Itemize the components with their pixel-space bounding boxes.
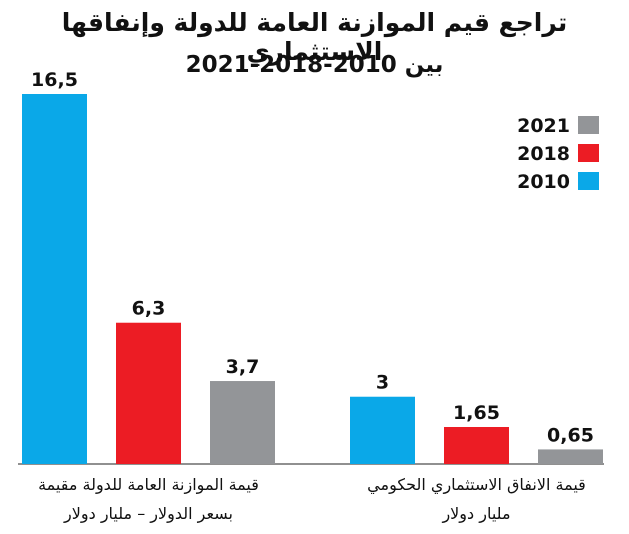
legend-label-2018: 2018 — [517, 143, 570, 165]
category-label: مليار دولار — [441, 504, 510, 524]
category-label: قيمة الموازنة العامة للدولة مقيمة — [38, 475, 259, 495]
bar-2018-group-1 — [116, 322, 181, 464]
legend-swatch-2018 — [578, 144, 599, 162]
bar-2021-group-2 — [538, 449, 603, 464]
chart-title: تراجع قيم الموازنة العامة للدولة وإنفاقه… — [61, 8, 568, 66]
data-label: 16,5 — [31, 69, 78, 91]
data-label: 0,65 — [547, 424, 594, 446]
bar-2010-group-2 — [350, 396, 415, 464]
legend-label-2021: 2021 — [517, 115, 570, 137]
chart-subtitle: بين 2010-2018-2021 — [185, 52, 444, 78]
data-label: 3,7 — [226, 356, 260, 378]
category-label: قيمة الانفاق الاستثماري الحكومي — [367, 475, 586, 495]
bar-2021-group-1 — [210, 381, 275, 464]
bar-2018-group-2 — [444, 427, 509, 464]
data-label: 6,3 — [132, 298, 166, 320]
category-label: بسعر الدولار – مليار دولار — [63, 504, 233, 524]
legend-swatch-2010 — [578, 172, 599, 190]
legend-swatch-2021 — [578, 116, 599, 134]
data-label: 1,65 — [453, 402, 500, 424]
bar-2010-group-1 — [22, 94, 87, 464]
data-label: 3 — [376, 372, 389, 394]
legend-label-2010: 2010 — [517, 171, 570, 193]
